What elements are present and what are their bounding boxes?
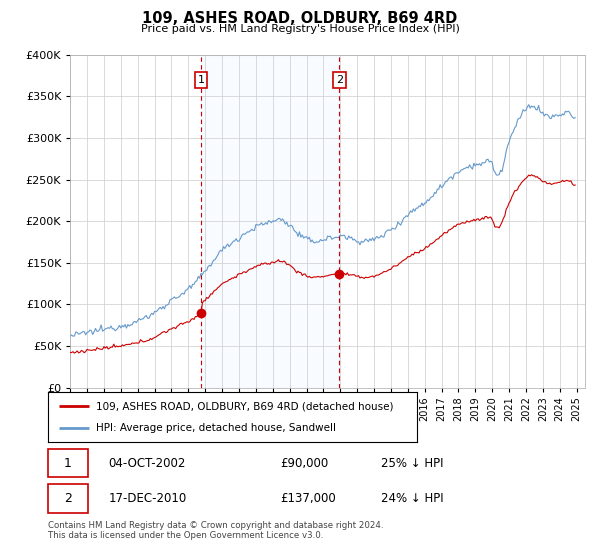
Text: Price paid vs. HM Land Registry's House Price Index (HPI): Price paid vs. HM Land Registry's House … bbox=[140, 24, 460, 34]
Text: 2: 2 bbox=[64, 492, 72, 505]
Bar bbox=[201, 55, 340, 388]
Text: 109, ASHES ROAD, OLDBURY, B69 4RD (detached house): 109, ASHES ROAD, OLDBURY, B69 4RD (detac… bbox=[96, 401, 394, 411]
FancyBboxPatch shape bbox=[48, 449, 88, 477]
FancyBboxPatch shape bbox=[48, 484, 88, 512]
Text: Contains HM Land Registry data © Crown copyright and database right 2024.
This d: Contains HM Land Registry data © Crown c… bbox=[48, 521, 383, 540]
Text: 2: 2 bbox=[336, 75, 343, 85]
Text: 1: 1 bbox=[197, 75, 205, 85]
Text: 25% ↓ HPI: 25% ↓ HPI bbox=[380, 456, 443, 470]
Text: £137,000: £137,000 bbox=[280, 492, 336, 505]
Text: 24% ↓ HPI: 24% ↓ HPI bbox=[380, 492, 443, 505]
Text: £90,000: £90,000 bbox=[280, 456, 329, 470]
Text: 109, ASHES ROAD, OLDBURY, B69 4RD: 109, ASHES ROAD, OLDBURY, B69 4RD bbox=[142, 11, 458, 26]
Text: HPI: Average price, detached house, Sandwell: HPI: Average price, detached house, Sand… bbox=[96, 423, 336, 433]
Text: 04-OCT-2002: 04-OCT-2002 bbox=[109, 456, 186, 470]
Text: 17-DEC-2010: 17-DEC-2010 bbox=[109, 492, 187, 505]
Text: 1: 1 bbox=[64, 456, 72, 470]
